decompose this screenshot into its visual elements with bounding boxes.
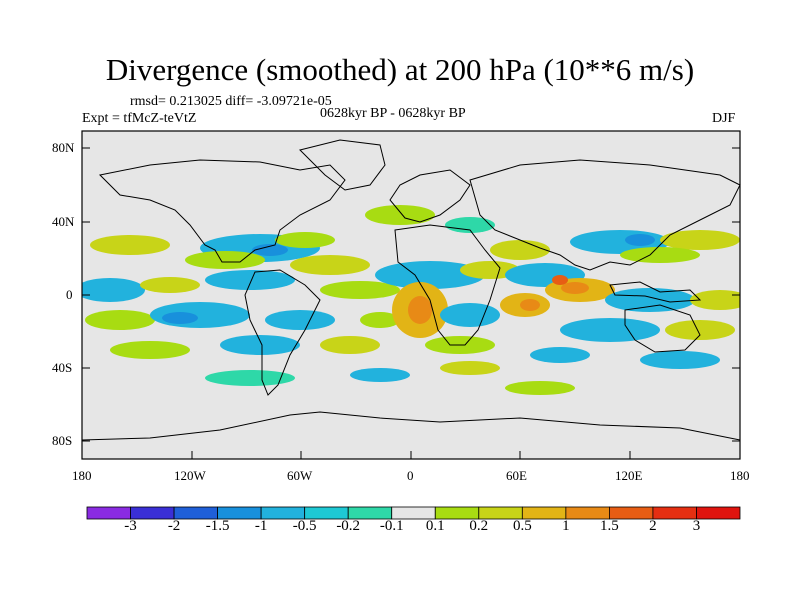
shading-layer	[82, 205, 740, 395]
lon-label-120w: 120W	[174, 468, 206, 483]
season-label: DJF	[712, 111, 736, 126]
field-patch	[460, 261, 520, 279]
field-patch	[552, 275, 568, 285]
field-patch	[605, 288, 695, 312]
colorbar-tick-label: 0.1	[425, 518, 445, 534]
colorbar	[86, 506, 741, 520]
field-patch	[205, 370, 295, 386]
colorbar-tick-label: -2	[167, 518, 181, 534]
field-patch	[408, 296, 432, 324]
lon-label-0: 0	[407, 468, 414, 483]
field-patch	[625, 234, 655, 246]
colorbar-tick-label: 1.5	[600, 518, 619, 534]
colorbar-tick-label: 1	[562, 518, 570, 534]
field-patch	[440, 361, 500, 375]
field-patch	[560, 318, 660, 342]
field-patch	[440, 303, 500, 327]
field-patch	[275, 232, 335, 248]
field-patch	[445, 217, 495, 233]
lon-label-60w: 60W	[287, 468, 313, 483]
stats-label: rmsd= 0.213025 diff= -3.09721e-05	[130, 94, 332, 109]
coastline-maritime	[609, 281, 702, 303]
field-patch	[505, 381, 575, 395]
field-patch	[82, 278, 145, 302]
colorbar-tick-label: -3	[124, 518, 137, 534]
field-patch	[162, 312, 198, 324]
lat-label-80s: 80S	[52, 433, 73, 448]
coastline-layer	[81, 139, 741, 441]
field-patch	[690, 290, 740, 310]
colorbar-tick-label: -0.2	[336, 518, 361, 534]
lon-label-60e: 60E	[506, 468, 527, 483]
period-label: 0628kyr BP - 0628kyr BP	[320, 106, 466, 121]
field-patch	[85, 310, 155, 330]
field-patch	[265, 310, 335, 330]
coastline-europe	[389, 169, 471, 223]
field-patch	[490, 240, 550, 260]
colorbar-tick-label: 3	[692, 518, 701, 534]
lat-label-80n: 80N	[52, 140, 75, 155]
field-patch	[350, 368, 410, 382]
colorbar-box	[696, 506, 741, 520]
lon-label-180e: 180	[730, 468, 750, 483]
field-patch	[90, 235, 170, 255]
field-patch	[640, 351, 720, 369]
field-patch	[185, 251, 265, 269]
colorbar-tick-label: 0.2	[469, 518, 489, 534]
colorbar-tick-label: -1.5	[205, 518, 230, 534]
field-patch	[320, 336, 380, 354]
field-patch	[205, 270, 295, 290]
coastline-asia	[469, 159, 741, 271]
lat-label-40s: 40S	[52, 360, 73, 375]
coastline-south-america	[244, 269, 321, 396]
lon-label-120e: 120E	[615, 468, 643, 483]
field-patch	[665, 320, 735, 340]
field-patch	[290, 255, 370, 275]
axis-ticks	[81, 147, 741, 459]
lat-label-40n: 40N	[52, 214, 75, 229]
colorbar-tick-label: 0.5	[512, 518, 532, 534]
field-patch	[375, 261, 485, 289]
colorbar-tick-label: 2	[649, 518, 657, 534]
field-patch	[320, 281, 400, 299]
field-patch	[110, 341, 190, 359]
field-patch	[220, 335, 300, 355]
lon-label-180w: 180	[72, 468, 92, 483]
map-title: Divergence (smoothed) at 200 hPa (10**6 …	[105, 52, 695, 87]
field-patch	[530, 347, 590, 363]
field-patch	[620, 247, 700, 263]
field-patch	[360, 312, 400, 328]
experiment-label: Expt = tfMcZ-teVtZ	[82, 111, 197, 126]
coastline-north-america	[98, 159, 346, 263]
field-patch	[660, 230, 740, 250]
coastline-greenland	[299, 139, 386, 191]
field-patch	[252, 244, 288, 256]
field-patch	[561, 282, 589, 294]
lat-label-0: 0	[66, 287, 73, 302]
field-patch	[365, 205, 435, 225]
colorbar-tick-label: -1	[254, 518, 268, 534]
field-patch	[520, 299, 540, 311]
coastline-africa	[394, 224, 501, 346]
coastline-antarctica	[81, 411, 741, 441]
coastline-australia	[624, 304, 701, 353]
colorbar-tick-label: -0.5	[292, 518, 317, 534]
field-patch	[140, 277, 200, 293]
colorbar-tick-label: -0.1	[379, 518, 404, 534]
